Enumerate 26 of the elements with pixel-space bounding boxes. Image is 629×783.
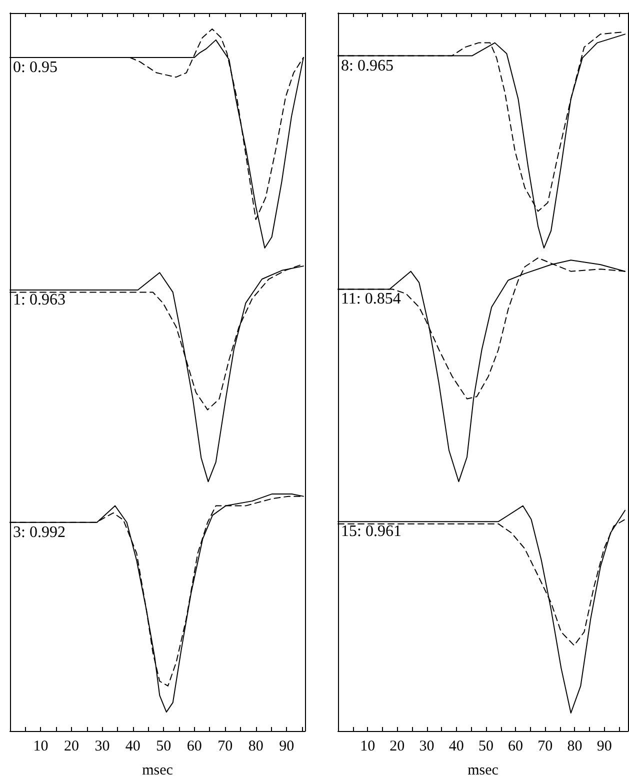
x-tick-label: 90 (596, 738, 612, 754)
x-tick-label: 30 (419, 738, 434, 754)
x-tick-label: 70 (538, 738, 553, 754)
annotation: 1: 0.963 (13, 292, 66, 309)
x-tick-label: 10 (33, 738, 48, 754)
x-tick-label: 30 (94, 738, 110, 754)
x-axis-title: msec (142, 762, 174, 778)
x-tick-label: 40 (448, 738, 464, 754)
x-tick-label: 20 (390, 738, 405, 754)
annotation: 3: 0.992 (13, 524, 66, 541)
x-tick-label: 80 (248, 738, 264, 754)
annotation: 8: 0.965 (341, 57, 394, 74)
annotation: 15: 0.961 (341, 523, 402, 540)
x-tick-label: 50 (478, 738, 494, 754)
annotation: 0: 0.95 (13, 58, 58, 76)
x-tick-label: 70 (218, 738, 233, 754)
x-tick-label: 40 (125, 738, 140, 754)
x-tick-label: 90 (279, 738, 294, 754)
x-tick-label: 60 (186, 738, 202, 754)
x-tick-label: 80 (567, 738, 582, 754)
x-axis-title: msec (468, 762, 499, 778)
x-tick-label: 20 (64, 738, 79, 754)
x-tick-label: 10 (360, 738, 376, 754)
annotation: 11: 0.854 (341, 290, 401, 308)
x-tick-label: 60 (508, 738, 524, 754)
x-tick-label: 50 (156, 738, 172, 754)
